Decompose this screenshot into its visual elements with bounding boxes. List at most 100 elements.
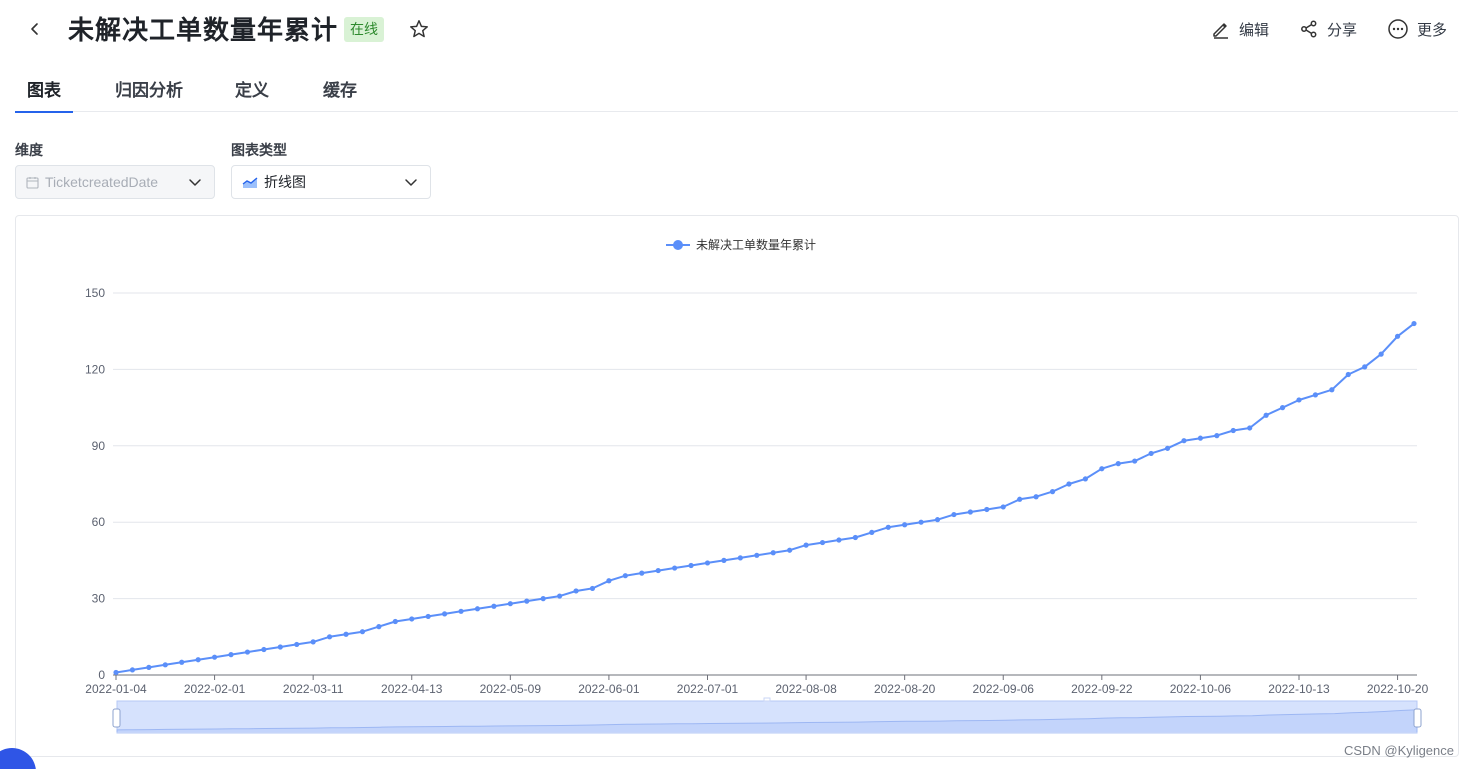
share-icon [1301, 20, 1317, 38]
y-tick-label: 120 [85, 362, 105, 376]
data-point [1329, 387, 1335, 393]
series-line [115, 322, 1415, 674]
data-point [540, 596, 546, 602]
data-point [442, 611, 448, 617]
data-point [1181, 438, 1187, 444]
data-point [1049, 489, 1056, 495]
data-point [787, 547, 793, 553]
data-point [967, 509, 973, 515]
favorite-button[interactable] [406, 16, 432, 42]
data-point [1132, 458, 1138, 464]
y-tick-label: 150 [85, 286, 105, 300]
chart-type-select[interactable]: 折线图 [231, 165, 431, 199]
legend-label: 未解决工单数量年累计 [696, 237, 816, 252]
x-tick-label: 2022-10-20 [1367, 682, 1429, 696]
data-point [704, 560, 711, 566]
data-point [1000, 504, 1006, 510]
data-point [129, 667, 136, 673]
more-button[interactable]: 更多 [1387, 16, 1447, 42]
share-button[interactable]: 分享 [1299, 16, 1357, 42]
y-tick-label: 0 [98, 668, 105, 682]
data-point [819, 539, 826, 546]
data-point [984, 506, 990, 513]
x-tick-label: 2022-08-08 [775, 682, 837, 696]
zoom-handle-left [112, 708, 121, 728]
zoom-slider-preview [116, 709, 1418, 732]
data-point [688, 562, 694, 569]
dimension-select-value: TicketcreatedDate [45, 174, 159, 190]
data-point [557, 593, 563, 599]
x-tick-label: 2022-04-13 [381, 682, 443, 696]
data-point [195, 657, 201, 663]
calendar-icon [26, 176, 39, 189]
data-point [228, 652, 234, 658]
data-point [211, 654, 218, 660]
data-point [1099, 466, 1105, 472]
legend-marker [673, 240, 683, 250]
data-point [146, 664, 152, 670]
data-point [1115, 461, 1121, 467]
x-tick-label: 2022-09-22 [1071, 682, 1133, 696]
data-point [1378, 351, 1384, 357]
data-point [1263, 412, 1269, 418]
line-chart: 0 30 60 90 120 150 2022-01-04 2022-02-01 2022-03… [85, 237, 1429, 734]
more-icon [1388, 19, 1408, 39]
data-point [1066, 481, 1072, 487]
x-tick-label: 2022-10-13 [1268, 682, 1330, 696]
data-point [655, 567, 661, 574]
data-point [737, 555, 743, 561]
data-point [1230, 427, 1236, 434]
data-point [836, 537, 842, 543]
data-point [754, 552, 760, 558]
data-point [1033, 494, 1039, 500]
data-point [1197, 435, 1204, 441]
line-chart-icon [242, 175, 258, 189]
tab-cache[interactable]: 缓存 [323, 81, 357, 100]
x-tick-label: 2022-05-09 [480, 682, 542, 696]
data-point [885, 524, 891, 530]
edit-button[interactable]: 编辑 [1211, 16, 1269, 42]
data-point [589, 585, 596, 592]
data-point [376, 624, 382, 630]
data-point [902, 522, 908, 528]
x-tick-label: 2022-01-04 [85, 682, 147, 696]
page-title: 未解决工单数量年累计 [68, 15, 339, 45]
data-point [721, 557, 727, 563]
data-point [1312, 392, 1319, 398]
x-tick-label: 2022-08-20 [874, 682, 936, 696]
data-point [622, 573, 628, 579]
data-point [425, 613, 431, 620]
data-point [1345, 371, 1351, 378]
data-point [852, 534, 858, 541]
data-point [244, 649, 251, 655]
data-point [524, 598, 530, 604]
edit-button-label: 编辑 [1238, 21, 1269, 39]
data-point [392, 618, 398, 625]
watermark: CSDN @Kyligence [1343, 743, 1454, 758]
chevron-down-icon [188, 175, 202, 189]
back-button[interactable] [22, 16, 48, 42]
tab-chart[interactable]: 图表 [15, 80, 73, 113]
dimension-select[interactable]: TicketcreatedDate [15, 165, 215, 199]
share-button-label: 分享 [1326, 21, 1357, 39]
data-point [359, 629, 366, 635]
pencil-icon [1213, 23, 1228, 39]
data-point [310, 639, 316, 645]
data-point [507, 601, 513, 607]
chart-type-label: 图表类型 [231, 142, 287, 158]
data-point [1164, 445, 1171, 451]
data-point [573, 588, 579, 594]
data-point [326, 634, 333, 640]
data-point [606, 578, 612, 584]
status-badge: 在线 [344, 17, 384, 42]
data-point [1279, 405, 1286, 411]
tab-definition[interactable]: 定义 [235, 81, 269, 100]
tab-attribution[interactable]: 归因分析 [115, 81, 183, 100]
data-point [869, 529, 875, 535]
data-point [409, 616, 415, 622]
data-point [1411, 320, 1417, 327]
data-point [1362, 364, 1368, 370]
data-point [951, 511, 957, 518]
x-tick-label: 2022-10-06 [1170, 682, 1232, 696]
help-bubble[interactable] [0, 748, 36, 769]
